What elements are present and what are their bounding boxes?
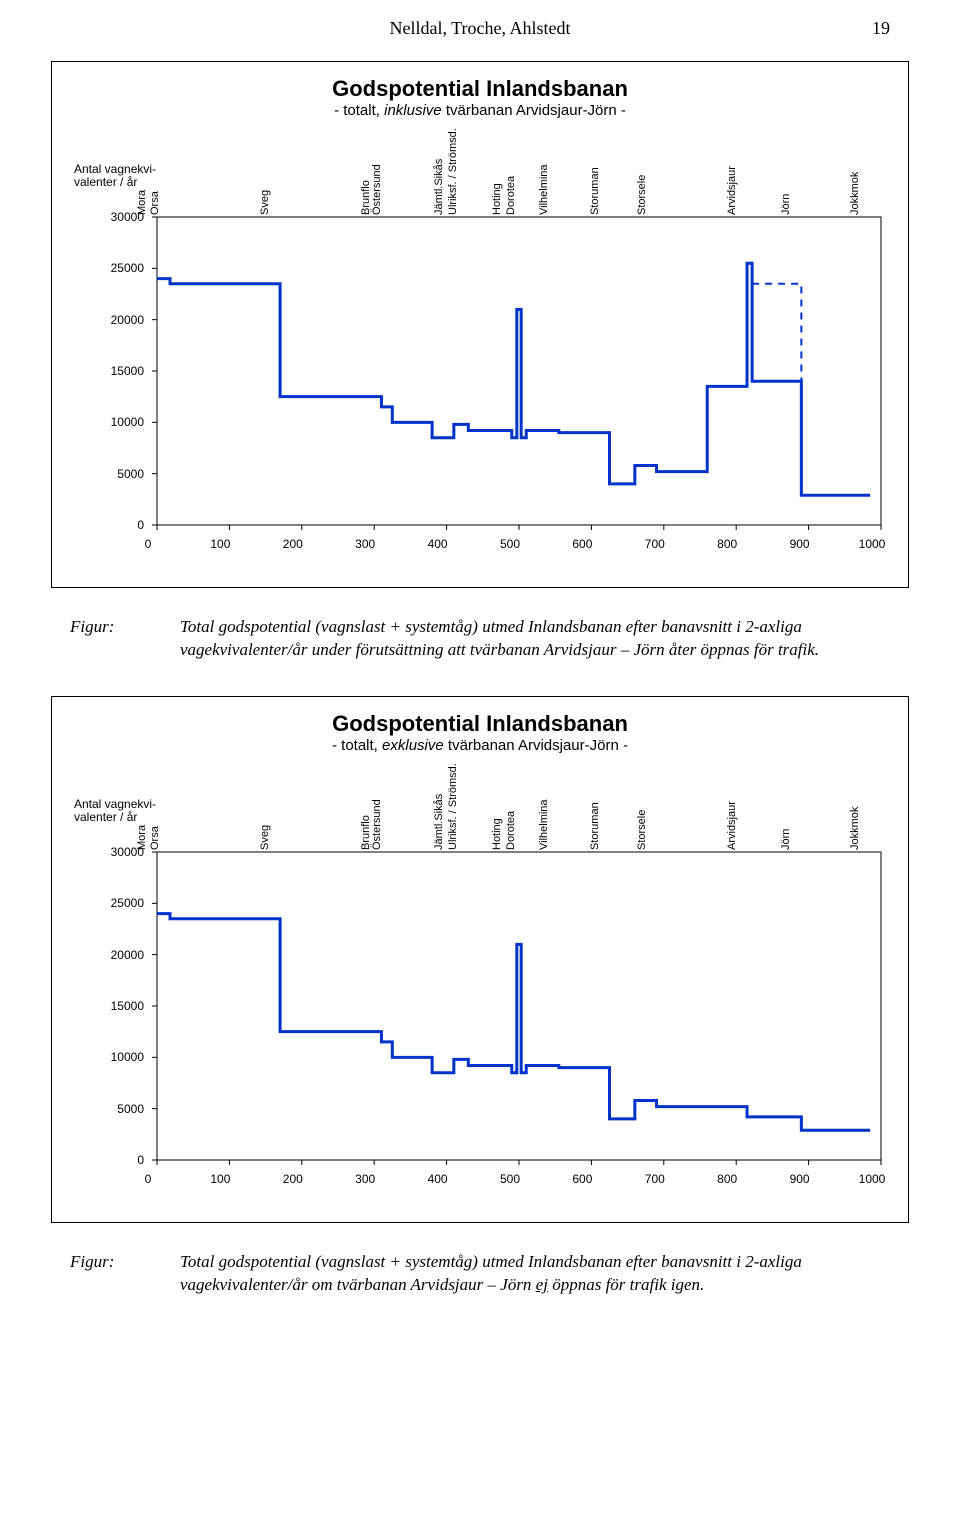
x-tick: 100 (210, 1172, 230, 1186)
page-number: 19 (872, 18, 890, 39)
station-label: Dorotea (505, 176, 517, 215)
station-label: Orsa (149, 191, 161, 215)
x-tick: 800 (717, 537, 737, 551)
y-tick: 15000 (111, 364, 144, 378)
station-label: Ulriksf. / Strömsd. (447, 128, 459, 215)
chart-1-subtitle: - totalt, inklusive tvärbanan Arvidsjaur… (70, 102, 890, 119)
chart-2-frame: Godspotential Inlandsbanan - totalt, exk… (51, 696, 909, 1223)
caption-2-lead: Figur: (70, 1251, 180, 1297)
chart-1-frame: Godspotential Inlandsbanan - totalt, ink… (51, 61, 909, 588)
station-label: Jämtl.Sikås (433, 794, 445, 850)
station-label: Sveg (259, 825, 271, 850)
station-label: Arvidsjaur (726, 801, 738, 850)
station-label: Storsele (636, 810, 648, 850)
station-label: Sveg (259, 190, 271, 215)
y-tick: 5000 (117, 467, 144, 481)
station-label: Jörn (780, 828, 792, 849)
y-tick: 20000 (111, 313, 144, 327)
chart-1-xticks: 0 100 200 300 400 500 600 700 800 900 1000 (148, 531, 890, 551)
caption-2-body: Total godspotential (vagnslast + systemt… (180, 1251, 890, 1297)
y-tick: 10000 (111, 415, 144, 429)
y-tick: 25000 (111, 896, 144, 910)
chart-1-svg (148, 217, 890, 525)
x-tick: 1000 (859, 537, 886, 551)
chart-2-plot: Antal vagnekvi- valenter / år MoraOrsaSv… (70, 760, 890, 1200)
caption-1-lead: Figur: (70, 616, 180, 662)
chart-2-title: Godspotential Inlandsbanan (70, 711, 890, 737)
caption-1: Figur: Total godspotential (vagnslast + … (70, 616, 890, 662)
chart-1-yticks: 0 5000 10000 15000 20000 25000 30000 (106, 211, 146, 529)
x-tick: 400 (428, 537, 448, 551)
station-label: Storuman (589, 802, 601, 850)
x-tick: 700 (645, 537, 665, 551)
y-tick: 15000 (111, 999, 144, 1013)
x-tick: 900 (790, 537, 810, 551)
station-label: Arvidsjaur (726, 166, 738, 215)
chart-1-stations: MoraOrsaSvegBrunfloÖstersundJämtl.SikåsU… (148, 155, 890, 215)
x-tick: 200 (283, 1172, 303, 1186)
y-tick: 30000 (111, 210, 144, 224)
caption-2: Figur: Total godspotential (vagnslast + … (70, 1251, 890, 1297)
x-tick: 600 (572, 537, 592, 551)
caption-1-body: Total godspotential (vagnslast + systemt… (180, 616, 890, 662)
y-tick: 5000 (117, 1102, 144, 1116)
x-tick: 300 (355, 537, 375, 551)
station-label: Jokkmok (849, 806, 861, 849)
x-tick: 100 (210, 537, 230, 551)
x-tick: 0 (145, 537, 152, 551)
station-label: Hoting (491, 183, 503, 215)
station-label: Jokkmok (849, 172, 861, 215)
chart-2-subtitle: - totalt, exklusive tvärbanan Arvidsjaur… (70, 737, 890, 754)
x-tick: 200 (283, 537, 303, 551)
x-tick: 0 (145, 1172, 152, 1186)
page-header: Nelldal, Troche, Ahlstedt 19 (0, 0, 960, 43)
chart-2-svg (148, 852, 890, 1160)
station-label: Orsa (149, 826, 161, 850)
y-tick: 0 (137, 1153, 144, 1167)
chart-1-plot: Antal vagnekvi- valenter / år MoraOrsaSv… (70, 125, 890, 565)
x-tick: 900 (790, 1172, 810, 1186)
station-label: Östersund (371, 164, 383, 215)
station-label: Ulriksf. / Strömsd. (447, 763, 459, 850)
x-tick: 500 (500, 537, 520, 551)
station-label: Jörn (780, 194, 792, 215)
y-tick: 0 (137, 518, 144, 532)
x-tick: 800 (717, 1172, 737, 1186)
y-tick: 30000 (111, 845, 144, 859)
x-tick: 500 (500, 1172, 520, 1186)
station-label: Vilhelmina (538, 164, 550, 215)
y-tick: 10000 (111, 1050, 144, 1064)
caption-2-suffix: öppnas för trafik igen. (548, 1275, 704, 1294)
y-tick: 20000 (111, 948, 144, 962)
x-tick: 300 (355, 1172, 375, 1186)
station-label: Storuman (589, 167, 601, 215)
caption-2-prefix: Total godspotential (vagnslast + systemt… (180, 1252, 802, 1294)
station-label: Östersund (371, 799, 383, 850)
x-tick: 700 (645, 1172, 665, 1186)
chart-1-ylabel: Antal vagnekvi- valenter / år (74, 163, 156, 189)
caption-2-under: ej (536, 1275, 548, 1294)
x-tick: 400 (428, 1172, 448, 1186)
x-tick: 600 (572, 1172, 592, 1186)
x-tick: 1000 (859, 1172, 886, 1186)
station-label: Hoting (491, 818, 503, 850)
station-label: Dorotea (505, 811, 517, 850)
chart-2-stations: MoraOrsaSvegBrunfloÖstersundJämtl.SikåsU… (148, 790, 890, 850)
y-tick: 25000 (111, 261, 144, 275)
chart-1-title: Godspotential Inlandsbanan (70, 76, 890, 102)
station-label: Vilhelmina (538, 799, 550, 850)
station-label: Storsele (636, 175, 648, 215)
chart-2-ylabel: Antal vagnekvi- valenter / år (74, 798, 156, 824)
chart-2-yticks: 0 5000 10000 15000 20000 25000 30000 (106, 846, 146, 1164)
authors: Nelldal, Troche, Ahlstedt (390, 18, 571, 38)
station-label: Jämtl.Sikås (433, 159, 445, 215)
chart-2-xticks: 0 100 200 300 400 500 600 700 800 900 1000 (148, 1166, 890, 1186)
